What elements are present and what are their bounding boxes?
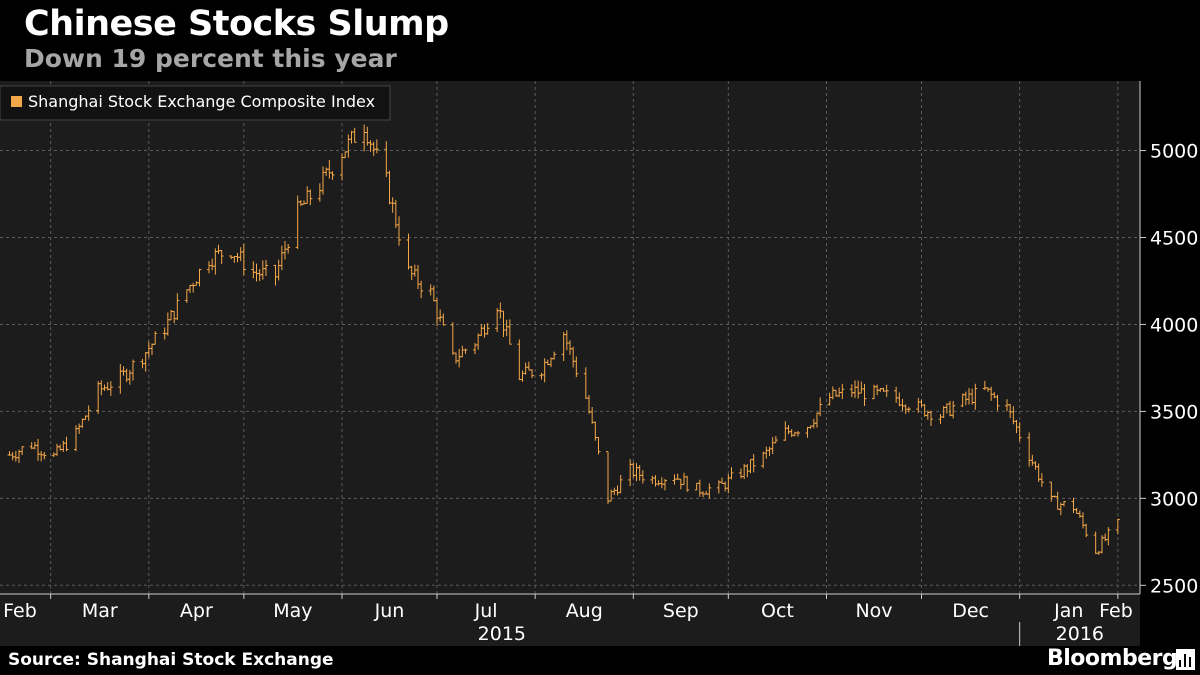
x-month-label: Dec xyxy=(952,600,989,622)
y-tick-label: 3000 xyxy=(1150,488,1198,510)
x-month-label: Apr xyxy=(180,600,213,622)
y-tick-label: 4000 xyxy=(1150,314,1198,336)
y-tick-label: 2500 xyxy=(1150,575,1198,597)
legend-label: Shanghai Stock Exchange Composite Index xyxy=(28,92,375,111)
x-month-label: Jun xyxy=(374,600,405,622)
x-month-label: Feb xyxy=(3,600,37,622)
x-year-label: 2015 xyxy=(478,623,526,645)
chart-subtitle: Down 19 percent this year xyxy=(24,44,397,73)
grid-layer xyxy=(0,81,1140,594)
x-month-label: Jan xyxy=(1053,600,1083,622)
bloomberg-logo: Bloomberg xyxy=(1047,646,1178,671)
x-month-label: May xyxy=(273,600,312,622)
plot-area xyxy=(0,81,1140,594)
y-tick-label: 5000 xyxy=(1150,141,1198,163)
chart-title: Chinese Stocks Slump xyxy=(24,4,449,44)
x-year-label: 2016 xyxy=(1056,623,1104,645)
x-month-label: Sep xyxy=(663,600,699,622)
x-month-label: Feb xyxy=(1099,600,1133,622)
axis-layer: 2500 3000 3500 4000 4500 5000 Feb Mar Apr May Jun J… xyxy=(0,81,1198,646)
source-note: Source: Shanghai Stock Exchange xyxy=(8,650,334,670)
y-tick-label: 4500 xyxy=(1150,228,1198,250)
legend: Shanghai Stock Exchange Composite Index xyxy=(0,85,391,121)
y-tick-label: 3500 xyxy=(1150,401,1198,423)
x-month-label: Mar xyxy=(82,600,118,622)
x-month-label: Oct xyxy=(761,600,794,622)
x-month-label: Jul xyxy=(474,600,498,622)
x-month-label: Nov xyxy=(855,600,892,622)
legend-swatch xyxy=(11,96,22,107)
series-layer xyxy=(7,124,1120,555)
legend-box xyxy=(0,85,391,121)
x-month-label: Aug xyxy=(566,600,603,622)
bloomberg-logo-icon xyxy=(1176,649,1195,670)
x-axis-band xyxy=(0,594,1140,646)
